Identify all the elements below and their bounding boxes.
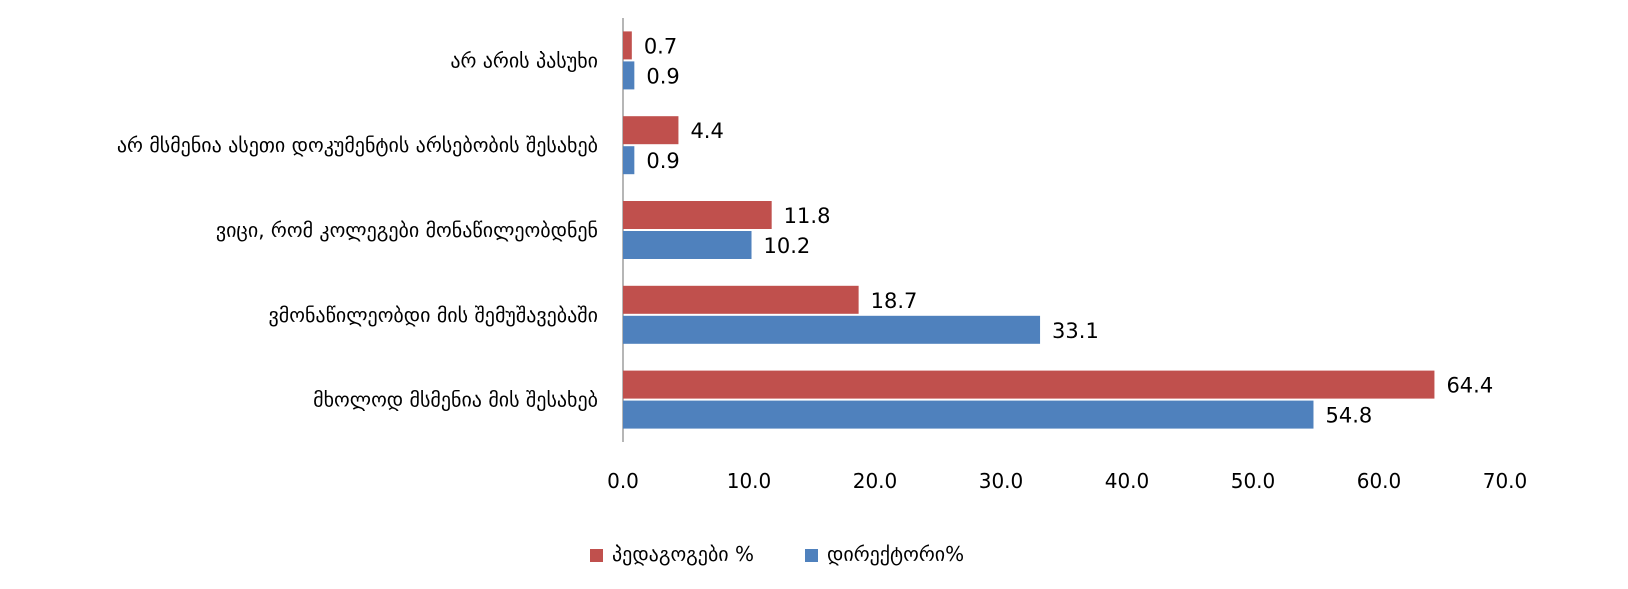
category-label: ვიცი, რომ კოლეგები მონაწილეობდნენ <box>216 218 598 242</box>
data-label: 10.2 <box>764 234 811 258</box>
x-tick-label: 30.0 <box>979 469 1024 493</box>
data-label: 64.4 <box>1446 374 1493 398</box>
bar <box>623 201 772 229</box>
data-label: 11.8 <box>784 204 831 228</box>
x-tick-label: 0.0 <box>607 469 639 493</box>
bar <box>623 116 679 145</box>
bar <box>623 370 1435 399</box>
data-label: 0.9 <box>646 149 679 173</box>
legend: პედაგოგები % დირექტორი% <box>590 542 964 566</box>
data-label: 33.1 <box>1052 319 1099 343</box>
legend-label: პედაგოგები % <box>612 542 754 566</box>
x-tick-label: 60.0 <box>1357 469 1402 493</box>
data-label: 4.4 <box>690 119 723 143</box>
category-label: არ არის პასუხი <box>450 48 598 72</box>
labels: არ არის პასუხი 0.7 0.9 არ მსმენია ასეთი დოკ… <box>117 34 1493 427</box>
x-tick-label: 40.0 <box>1105 469 1150 493</box>
bar <box>623 231 752 259</box>
category-label: მხოლოდ მსმენია მის შესახებ <box>313 388 598 412</box>
x-tick-label: 20.0 <box>853 469 898 493</box>
bar <box>623 61 635 90</box>
bars <box>623 31 1435 429</box>
bar <box>623 315 1041 344</box>
data-label: 18.7 <box>871 289 918 313</box>
category-label: ვმონაწილეობდი მის შემუშავებაში <box>269 303 598 327</box>
bar <box>623 400 1314 429</box>
legend-swatch <box>590 549 603 562</box>
bar <box>623 285 859 314</box>
legend-swatch <box>805 549 818 562</box>
bar <box>623 146 635 175</box>
legend-label: დირექტორი% <box>827 542 964 566</box>
x-tick-label: 50.0 <box>1231 469 1276 493</box>
x-tick-label: 10.0 <box>727 469 772 493</box>
bar <box>623 31 632 60</box>
x-tick-label: 70.0 <box>1483 469 1528 493</box>
data-label: 54.8 <box>1325 404 1372 428</box>
axes: 0.0 10.0 20.0 30.0 40.0 50.0 60.0 70.0 <box>607 18 1527 493</box>
data-label: 0.9 <box>646 64 679 88</box>
category-label: არ მსმენია ასეთი დოკუმენტის არსებობის შე… <box>117 133 598 157</box>
data-label: 0.7 <box>644 34 677 58</box>
